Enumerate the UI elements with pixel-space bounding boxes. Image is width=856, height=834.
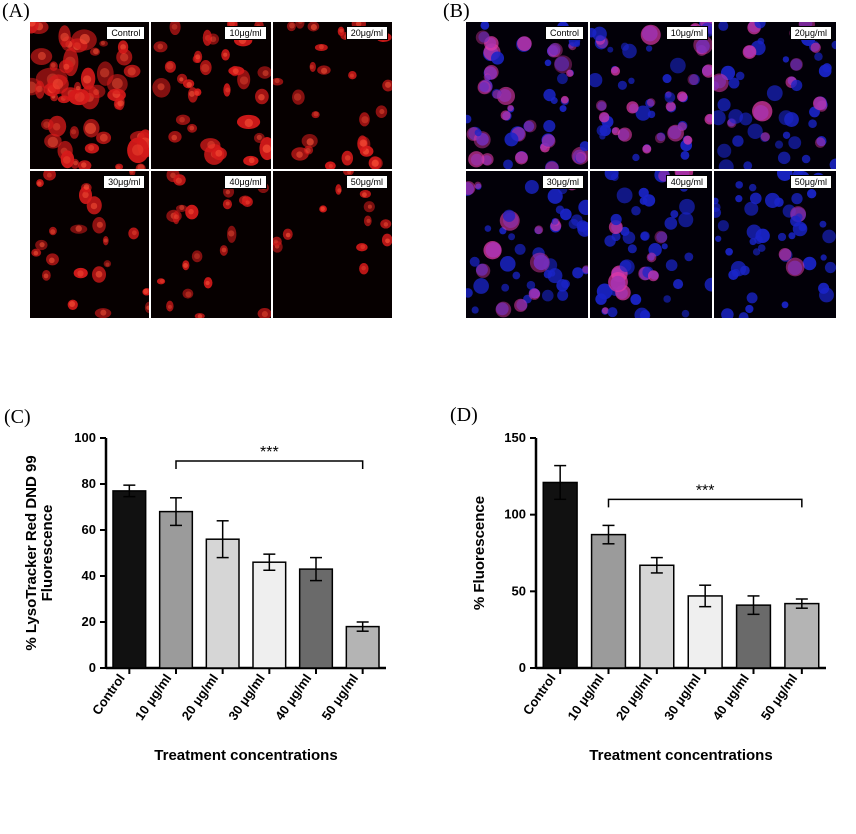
svg-text:***: *** <box>260 444 279 461</box>
micro-tag: 40μg/ml <box>224 175 266 189</box>
svg-text:100: 100 <box>74 430 96 445</box>
svg-text:150: 150 <box>504 430 526 445</box>
svg-text:40: 40 <box>82 568 96 583</box>
panel-a-cell: Control <box>30 22 149 169</box>
panel-a-cell: 20μg/ml <box>273 22 392 169</box>
micro-tag: 50μg/ml <box>346 175 388 189</box>
svg-text:Fluorescence: Fluorescence <box>39 505 56 602</box>
panel-c-chart: 0 20 40 60 80 100 Control10 μg/ml20 μg/ml30 μg… <box>18 420 408 800</box>
svg-text:% LysoTracker Red DND 99: % LysoTracker Red DND 99 <box>23 455 40 650</box>
micro-tag: Control <box>106 26 145 40</box>
svg-text:40 μg/ml: 40 μg/ml <box>272 671 315 723</box>
svg-text:% Fluorescence: % Fluorescence <box>471 496 488 610</box>
svg-text:Treatment concentrations: Treatment concentrations <box>589 747 772 764</box>
micro-tag: 10μg/ml <box>224 26 266 40</box>
svg-text:20 μg/ml: 20 μg/ml <box>613 671 656 723</box>
panel-c: (C) 020406080100Control10 μg/ml20 μg/ml3… <box>18 420 408 800</box>
panel-b-cell: 20μg/ml <box>714 22 836 169</box>
svg-text:0: 0 <box>519 660 526 675</box>
panel-a-label: (A) <box>2 0 30 23</box>
svg-text:Control: Control <box>520 671 559 717</box>
svg-text:30 μg/ml: 30 μg/ml <box>661 671 704 723</box>
micro-tag: 10μg/ml <box>666 26 708 40</box>
micro-tag: 40μg/ml <box>666 175 708 189</box>
panel-b-label: (B) <box>443 0 470 23</box>
svg-text:50 μg/ml: 50 μg/ml <box>758 671 801 723</box>
micro-tag: 30μg/ml <box>103 175 145 189</box>
panel-a-cell: 40μg/ml <box>151 171 270 318</box>
panel-d-chart: 0 50 100 150 Control10 μg/ml20 μg/ml30 μg/ml… <box>458 420 848 800</box>
svg-text:Treatment concentrations: Treatment concentrations <box>154 747 337 764</box>
svg-text:0: 0 <box>89 660 96 675</box>
svg-text:50: 50 <box>512 583 526 598</box>
svg-text:30 μg/ml: 30 μg/ml <box>225 671 268 723</box>
micro-tag: 20μg/ml <box>346 26 388 40</box>
svg-text:50 μg/ml: 50 μg/ml <box>319 671 362 723</box>
panel-b-cell: Control <box>466 22 588 169</box>
svg-text:100: 100 <box>504 507 526 522</box>
micro-tag: 50μg/ml <box>790 175 832 189</box>
panel-b-cell: 50μg/ml <box>714 171 836 318</box>
svg-text:10 μg/ml: 10 μg/ml <box>564 671 607 723</box>
micro-tag: 30μg/ml <box>542 175 584 189</box>
svg-text:80: 80 <box>82 476 96 491</box>
panel-a-cell: 10μg/ml <box>151 22 270 169</box>
panel-d-label: (D) <box>450 404 478 427</box>
svg-text:10 μg/ml: 10 μg/ml <box>132 671 175 723</box>
panel-b-cell: 40μg/ml <box>590 171 712 318</box>
panel-a-cell: 50μg/ml <box>273 171 392 318</box>
svg-text:20 μg/ml: 20 μg/ml <box>179 671 222 723</box>
micro-tag: Control <box>545 26 584 40</box>
svg-text:Control: Control <box>89 671 128 717</box>
panel-b-cell: 30μg/ml <box>466 171 588 318</box>
svg-text:20: 20 <box>82 614 96 629</box>
panel-a-cell: 30μg/ml <box>30 171 149 318</box>
svg-text:***: *** <box>696 482 715 499</box>
svg-text:60: 60 <box>82 522 96 537</box>
panel-b-cell: 10μg/ml <box>590 22 712 169</box>
panel-b-grid: Control 10μg/ml 20μg/ml 30μg/ml 40μg/ml 50μg/… <box>466 22 836 318</box>
panel-a-grid: Control 10μg/ml 20μg/ml 30μg/ml 40μg/ml 50μg/… <box>30 22 392 318</box>
panel-c-label: (C) <box>4 406 31 429</box>
panel-d: (D) 050100150Control10 μg/ml20 μg/ml30 μ… <box>458 420 848 800</box>
svg-text:40 μg/ml: 40 μg/ml <box>709 671 752 723</box>
micro-tag: 20μg/ml <box>790 26 832 40</box>
